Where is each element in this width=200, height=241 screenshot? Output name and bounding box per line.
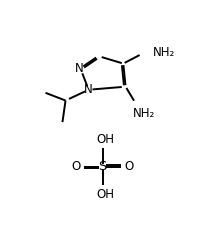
Text: NH₂: NH₂ [133, 107, 155, 120]
Text: OH: OH [97, 133, 115, 146]
Text: OH: OH [97, 188, 115, 201]
Text: N: N [84, 83, 93, 96]
Text: O: O [125, 160, 134, 173]
Text: N: N [75, 62, 84, 75]
Text: S: S [98, 160, 107, 173]
Text: NH₂: NH₂ [153, 46, 176, 59]
Text: O: O [71, 160, 80, 173]
